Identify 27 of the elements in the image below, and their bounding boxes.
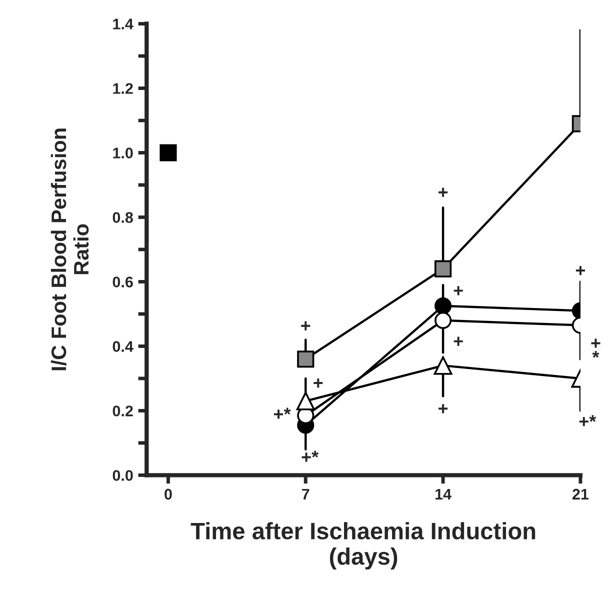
y-tick-label: 1.0 (113, 148, 133, 158)
y-tick-label: 0.4 (112, 341, 134, 352)
point (297, 350, 314, 368)
y-tick-label: 0.0 (112, 470, 133, 481)
y-tick-label: 0.6 (112, 276, 133, 288)
annotation: + * (591, 338, 600, 358)
x-axis-title: Time after Ischaemia Induction (days) (190, 522, 536, 570)
annotation: + (454, 336, 463, 346)
annotation: +* (302, 450, 319, 462)
annotation: +* (274, 408, 291, 419)
y-tick-label: 0.2 (112, 406, 133, 416)
y-axis-title: I/C Foot Blood Perfusion Ratio (50, 128, 89, 370)
annotation: + (301, 321, 310, 330)
annotation: + (454, 286, 463, 296)
y-tick-label: 1.4 (113, 18, 134, 30)
y-tick-label: 0.8 (112, 212, 133, 223)
annotation: + (438, 404, 448, 414)
point (296, 392, 315, 410)
annotation: +* (579, 415, 596, 426)
annotation: + (576, 266, 585, 276)
x-tick-label: 21 (572, 488, 589, 500)
x-tick-label: 7 (302, 488, 310, 500)
annotation: + (438, 188, 448, 197)
annotation: + (314, 378, 323, 388)
x-tick-label: 0 (164, 488, 172, 500)
x-tick-label: 14 (436, 488, 452, 500)
y-tick-label: 1.2 (113, 83, 133, 94)
